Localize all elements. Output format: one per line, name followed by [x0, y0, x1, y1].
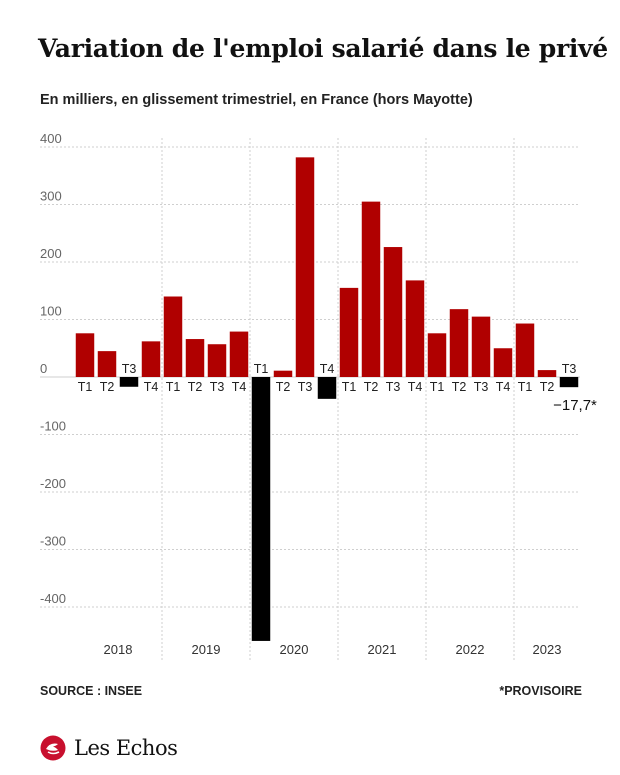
bar — [559, 377, 579, 388]
year-label: 2018 — [104, 642, 133, 657]
quarter-label: T3 — [474, 380, 489, 394]
y-tick-label: 0 — [40, 361, 47, 376]
chart-subtitle: En milliers, en glissement trimestriel, … — [40, 92, 473, 108]
bar — [295, 157, 315, 377]
bar — [493, 348, 513, 377]
y-tick-label: 100 — [40, 304, 62, 319]
year-label: 2019 — [192, 642, 221, 657]
bar — [75, 333, 95, 377]
bar-chart: 400 300 200 100 0 -100 -200 -300 -400 2018 2019 202… — [40, 131, 597, 660]
quarter-label: T2 — [276, 380, 291, 394]
quarter-label: T3 — [298, 380, 313, 394]
quarter-label: T1 — [166, 380, 181, 394]
bar — [207, 344, 227, 377]
year-label: 2020 — [280, 642, 309, 657]
quarter-label: T2 — [540, 380, 555, 394]
data-annotation: −17,7* — [553, 397, 597, 414]
bar — [141, 341, 161, 377]
bar — [383, 247, 403, 377]
bar — [339, 287, 359, 377]
quarter-label: T1 — [254, 362, 269, 376]
brand-logo: Les Echos — [40, 733, 178, 763]
bar — [273, 370, 293, 377]
provisional-note: *PROVISOIRE — [499, 684, 582, 698]
quarter-label: T3 — [122, 362, 137, 376]
year-label: 2021 — [368, 642, 397, 657]
quarter-label: T3 — [562, 362, 577, 376]
quarter-label: T2 — [364, 380, 379, 394]
y-tick-label: 400 — [40, 131, 62, 146]
quarter-label: T3 — [210, 380, 225, 394]
bar — [449, 309, 469, 377]
bar — [471, 316, 491, 377]
quarter-label: T4 — [496, 380, 511, 394]
brand-name: Les Echos — [74, 736, 178, 760]
source-note: SOURCE : INSEE — [40, 684, 143, 698]
year-label: 2023 — [533, 642, 562, 657]
y-tick-label: -100 — [40, 419, 66, 434]
bar — [229, 331, 249, 377]
chart-title: Variation de l'emploi salarié dans le pr… — [38, 34, 608, 63]
y-tick-label: 300 — [40, 189, 62, 204]
bar — [185, 339, 205, 377]
les-echos-logo-icon — [40, 735, 66, 761]
bar — [119, 377, 139, 387]
quarter-label: T2 — [188, 380, 203, 394]
quarter-label: T4 — [320, 362, 335, 376]
quarter-label: T2 — [452, 380, 467, 394]
bar — [251, 377, 271, 641]
quarter-label: T2 — [100, 380, 115, 394]
bar — [427, 333, 447, 377]
y-tick-label: -300 — [40, 534, 66, 549]
bar — [361, 201, 381, 377]
quarter-label: T3 — [386, 380, 401, 394]
bar — [537, 370, 557, 377]
quarter-label: T4 — [232, 380, 247, 394]
y-tick-label: -400 — [40, 591, 66, 606]
quarter-label: T1 — [518, 380, 533, 394]
quarter-label: T4 — [144, 380, 159, 394]
bar — [163, 296, 183, 377]
y-tick-label: -200 — [40, 476, 66, 491]
year-label: 2022 — [456, 642, 485, 657]
quarter-label: T1 — [78, 380, 93, 394]
quarter-label: T1 — [342, 380, 357, 394]
bar — [515, 323, 535, 377]
bar — [405, 280, 425, 377]
y-tick-label: 200 — [40, 246, 62, 261]
quarter-label: T1 — [430, 380, 445, 394]
bar — [97, 351, 117, 377]
bar — [317, 377, 337, 399]
quarter-label: T4 — [408, 380, 423, 394]
